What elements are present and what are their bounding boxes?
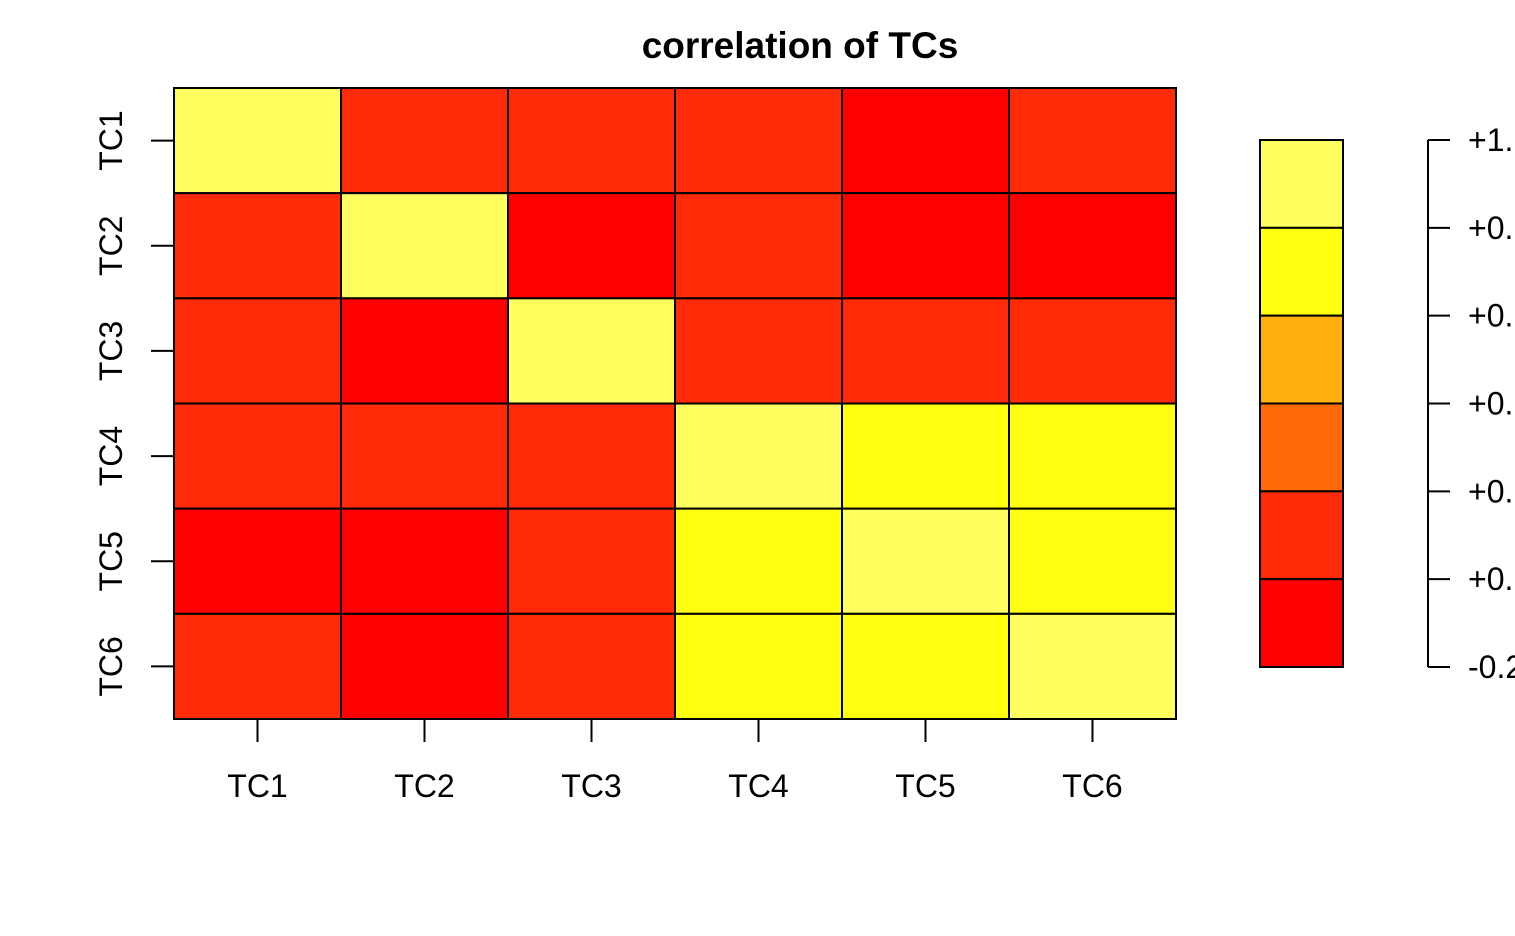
heatmap-cell bbox=[1008, 612, 1177, 720]
legend-tick-label: +0. bbox=[1468, 210, 1513, 246]
legend-swatch bbox=[1259, 490, 1344, 581]
y-axis: TC1 TC2 TC3 TC4 TC5 TC6 bbox=[93, 110, 174, 697]
heatmap-cell bbox=[340, 402, 509, 510]
heatmap-cell bbox=[841, 192, 1010, 300]
legend-swatch bbox=[1259, 578, 1344, 669]
heatmap-cell bbox=[1008, 297, 1177, 405]
heatmap-cell bbox=[674, 507, 843, 615]
x-tick-label: TC4 bbox=[728, 768, 788, 804]
heatmap-cell bbox=[507, 87, 676, 195]
heatmap-cell bbox=[340, 612, 509, 720]
x-tick-label: TC1 bbox=[227, 768, 287, 804]
x-axis: TC1 TC2 TC3 TC4 TC5 TC6 bbox=[227, 719, 1123, 804]
heatmap-cell bbox=[841, 612, 1010, 720]
heatmap-cell bbox=[340, 507, 509, 615]
legend-tick-label: +0. bbox=[1468, 473, 1513, 509]
color-legend: +1. +0. +0. +0. +0. +0. -0.2 bbox=[1259, 122, 1515, 685]
heatmap-cell bbox=[674, 87, 843, 195]
heatmap-cell bbox=[841, 402, 1010, 510]
heatmap-cell bbox=[173, 192, 342, 300]
y-tick-label: TC4 bbox=[93, 426, 129, 486]
legend-tick-label: +0. bbox=[1468, 386, 1513, 422]
y-tick-label: TC1 bbox=[93, 110, 129, 170]
heatmap-cell bbox=[340, 297, 509, 405]
x-tick-label: TC2 bbox=[394, 768, 454, 804]
heatmap-cell bbox=[841, 507, 1010, 615]
x-tick-label: TC5 bbox=[895, 768, 955, 804]
heatmap-cell bbox=[1008, 402, 1177, 510]
chart-title: correlation of TCs bbox=[642, 25, 959, 66]
heatmap-cell bbox=[841, 297, 1010, 405]
legend-tick-label: +0. bbox=[1468, 561, 1513, 597]
heatmap-cell bbox=[1008, 87, 1177, 195]
legend-tick-label: -0.2 bbox=[1468, 649, 1515, 685]
heatmap-cell bbox=[507, 612, 676, 720]
y-tick-label: TC5 bbox=[93, 531, 129, 591]
y-tick-label: TC2 bbox=[93, 216, 129, 276]
heatmap-cell bbox=[507, 297, 676, 405]
heatmap-cell bbox=[507, 192, 676, 300]
heatmap-cell bbox=[507, 507, 676, 615]
legend-swatch bbox=[1259, 402, 1344, 493]
x-tick-label: TC6 bbox=[1062, 768, 1122, 804]
heatmap-cell bbox=[507, 402, 676, 510]
legend-swatch bbox=[1259, 314, 1344, 405]
heatmap-cells bbox=[173, 87, 1177, 720]
heatmap-cell bbox=[841, 87, 1010, 195]
heatmap-cell bbox=[1008, 192, 1177, 300]
legend-tick-label: +0. bbox=[1468, 298, 1513, 334]
heatmap-cell bbox=[674, 297, 843, 405]
heatmap-cell bbox=[173, 402, 342, 510]
heatmap-cell bbox=[340, 192, 509, 300]
heatmap-cell bbox=[674, 612, 843, 720]
x-tick-label: TC3 bbox=[561, 768, 621, 804]
heatmap-cell bbox=[340, 87, 509, 195]
heatmap-cell bbox=[674, 192, 843, 300]
legend-swatch bbox=[1259, 226, 1344, 317]
y-tick-label: TC3 bbox=[93, 321, 129, 381]
heatmap-cell bbox=[173, 612, 342, 720]
heatmap-cell bbox=[173, 87, 342, 195]
heatmap-cell bbox=[1008, 507, 1177, 615]
heatmap-cell bbox=[173, 507, 342, 615]
heatmap-cell bbox=[173, 297, 342, 405]
legend-swatch bbox=[1259, 139, 1344, 229]
heatmap-cell bbox=[674, 402, 843, 510]
y-tick-label: TC6 bbox=[93, 636, 129, 696]
legend-tick-label: +1. bbox=[1468, 122, 1513, 158]
